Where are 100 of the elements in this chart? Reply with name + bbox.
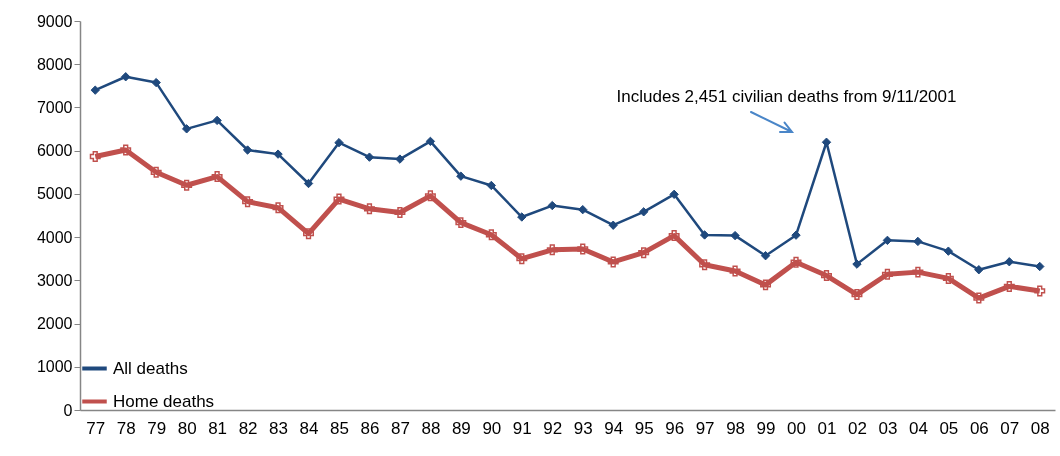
point [607, 256, 619, 268]
point [363, 203, 375, 215]
point [121, 72, 131, 82]
point [882, 235, 893, 246]
x-tick-label: 78 [116, 418, 136, 438]
x-tick-label: 90 [482, 418, 502, 438]
point [881, 268, 893, 280]
point [364, 152, 375, 162]
x-tick-label: 00 [787, 418, 806, 438]
point [668, 230, 680, 242]
x-tick-label: 84 [299, 418, 319, 438]
point [577, 243, 589, 255]
x-tick-label: 88 [421, 418, 441, 438]
x-tick-label: 94 [604, 418, 624, 438]
x-tick-label: 06 [969, 418, 989, 438]
y-tick-label: 9000 [36, 12, 73, 30]
x-tick-label: 93 [573, 418, 593, 438]
legend-label: Home deaths [113, 391, 215, 411]
point [516, 253, 528, 265]
point [242, 145, 253, 155]
point [425, 136, 436, 147]
point [242, 196, 254, 208]
x-tick-label: 95 [634, 418, 654, 438]
point [273, 149, 283, 159]
point [638, 207, 649, 217]
x-tick-label: 05 [939, 418, 959, 438]
point [973, 292, 985, 304]
point [150, 166, 162, 178]
point [456, 171, 466, 181]
x-tick-label: 89 [451, 418, 471, 438]
point [181, 124, 192, 134]
point [303, 228, 315, 240]
point [333, 193, 345, 205]
point [212, 115, 222, 126]
point [1003, 280, 1015, 292]
point [89, 151, 101, 162]
point [334, 137, 344, 148]
annotation: Includes 2,451 civilian deaths from 9/11/2001 [616, 87, 957, 107]
point [455, 217, 467, 229]
point [151, 77, 161, 88]
x-tick-label: 81 [208, 418, 228, 438]
point [791, 230, 801, 240]
x-tick-label: 01 [817, 418, 837, 438]
point [546, 244, 558, 256]
point [669, 189, 679, 199]
legend-label: All deaths [113, 358, 188, 378]
point [1004, 257, 1014, 267]
point [547, 200, 557, 211]
y-tick-label: 6000 [36, 142, 73, 160]
point [578, 204, 588, 215]
point [912, 266, 924, 278]
point [424, 190, 436, 202]
x-tick-label: 80 [177, 418, 197, 438]
y-tick-label: 2000 [36, 315, 73, 333]
point [820, 270, 832, 282]
point [851, 289, 863, 301]
point [699, 259, 711, 271]
x-tick-label: 77 [86, 418, 106, 438]
point [181, 179, 193, 191]
x-tick-label: 86 [360, 418, 380, 438]
point [486, 180, 497, 191]
point [485, 229, 497, 241]
x-tick-label: 07 [1000, 418, 1020, 438]
point [394, 206, 406, 218]
x-tick-label: 97 [695, 418, 715, 438]
point [760, 251, 771, 261]
point [760, 279, 772, 291]
y-tick-label: 0 [63, 401, 73, 419]
point [608, 220, 618, 230]
point [790, 256, 802, 268]
x-tick-label: 91 [512, 418, 532, 438]
y-tick-label: 5000 [36, 185, 73, 203]
y-tick-label: 4000 [36, 228, 73, 246]
y-tick-label: 3000 [36, 271, 73, 289]
x-tick-label: 83 [269, 418, 289, 438]
point [638, 247, 650, 259]
x-tick-label: 82 [238, 418, 258, 438]
point [943, 246, 954, 256]
x-tick-label: 02 [847, 418, 867, 438]
point [913, 236, 923, 247]
point [974, 265, 984, 275]
x-tick-label: 92 [543, 418, 563, 438]
x-tick-label: 79 [147, 418, 167, 438]
point [211, 171, 223, 183]
point [303, 178, 314, 189]
point [730, 230, 740, 241]
point [942, 272, 954, 284]
x-tick-label: 96 [665, 418, 685, 438]
point [517, 212, 527, 222]
x-tick-label: 87 [390, 418, 410, 438]
x-tick-label: 08 [1030, 418, 1050, 438]
point [1035, 261, 1045, 272]
x-tick-label: 04 [908, 418, 928, 438]
x-tick-label: 03 [878, 418, 898, 438]
point [852, 259, 862, 269]
y-tick-label: 8000 [36, 55, 73, 73]
point [395, 154, 405, 164]
y-tick-label: 1000 [36, 358, 73, 376]
point [1034, 285, 1046, 297]
point [729, 265, 741, 277]
